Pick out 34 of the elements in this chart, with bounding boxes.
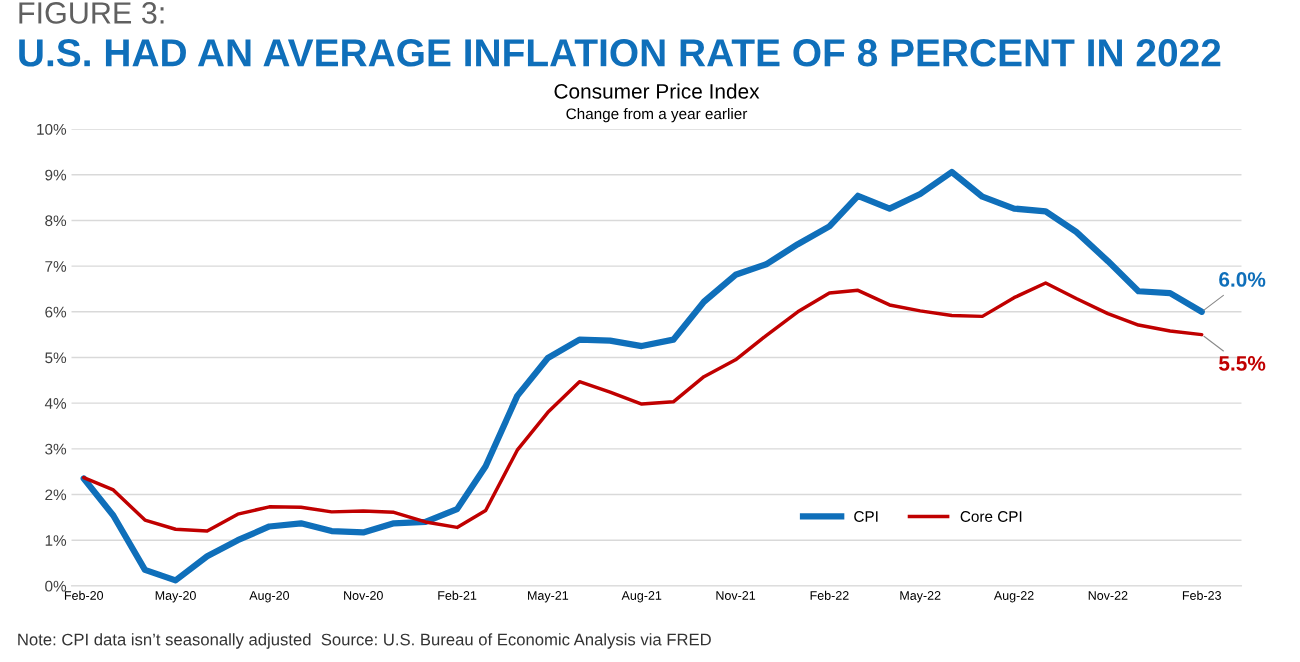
y-tick-label: 7% (45, 261, 67, 272)
chart-subtitle: Consumer Price Index (554, 83, 760, 99)
x-tick-label: Nov-22 (1088, 591, 1128, 600)
x-tick-label: May-20 (155, 591, 196, 603)
x-tick-label: Aug-21 (621, 591, 662, 603)
x-tick-label: Aug-22 (993, 591, 1034, 603)
x-tick-label: May-22 (900, 591, 941, 603)
y-tick-label: 9% (45, 169, 67, 181)
x-tick-label: May-21 (528, 591, 569, 603)
legend-label: Core CPI (960, 511, 1022, 522)
line-series (82, 281, 1204, 533)
y-tick-label: 4% (44, 398, 67, 409)
x-tick-label: Feb-22 (810, 590, 849, 600)
chart-title: U.S. HAD AN AVERAGE INFLATION RATE OF 8 PERCENT IN 2022 (19, 39, 1221, 67)
x-tick-label: Feb-20 (64, 590, 104, 600)
caption: FIGURE 3: (19, 2, 164, 24)
y-tick-label: 1% (45, 535, 67, 546)
y-tick-label: 5% (45, 352, 67, 364)
x-tick-label: Nov-21 (716, 591, 756, 600)
y-tick-label: 3% (45, 443, 67, 455)
x-tick-label: Nov-20 (344, 591, 383, 600)
y-tick-label: 2% (45, 489, 67, 501)
y-tick-label: 0% (45, 580, 67, 592)
x-tick-label: Feb-23 (1182, 590, 1221, 600)
annotation: 6.0% (1219, 272, 1266, 287)
y-tick-label: 8% (45, 215, 67, 227)
text: Note: CPI data isn’t seasonally adjusted Source: U.S. Bureau of Economic Analysis via FRED (18, 633, 711, 649)
text: Change from a year earlier (566, 108, 748, 123)
annotation: 5.5% (1219, 356, 1266, 371)
x-tick-label: Feb-21 (438, 590, 477, 600)
legend-label: CPI (854, 511, 878, 522)
y-tick-label: 10% (37, 123, 67, 135)
y-tick-label: 6% (45, 306, 67, 318)
x-tick-label: Aug-20 (249, 591, 290, 603)
